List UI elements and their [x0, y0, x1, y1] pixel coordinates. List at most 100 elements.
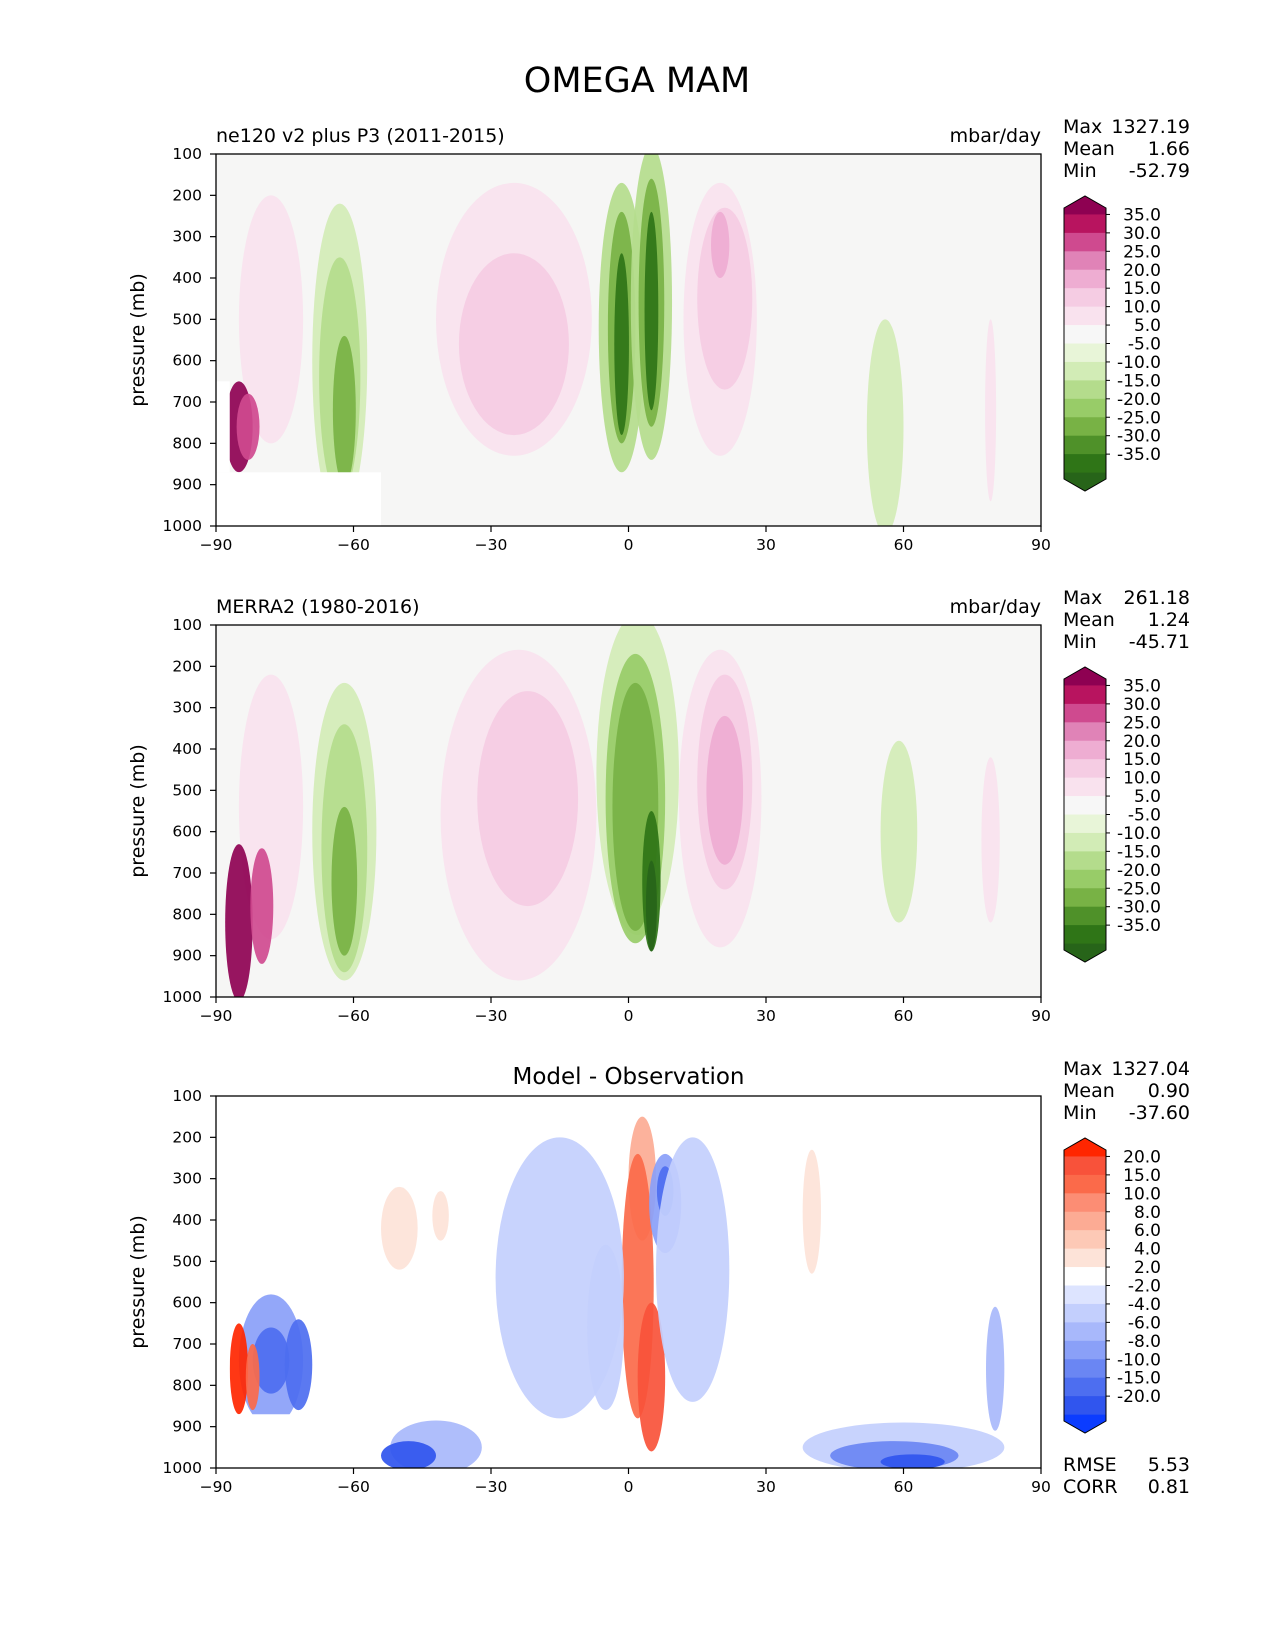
colorbar-label: -4.0	[1128, 1295, 1161, 1315]
contour-region	[252, 1327, 290, 1394]
stat-label: CORR	[1063, 1476, 1118, 1498]
colorbar-label: -2.0	[1128, 1277, 1161, 1297]
colorbar-swatch	[1064, 325, 1106, 345]
colorbar-extend-top	[1064, 1138, 1106, 1157]
panel-title: Model - Observation	[512, 1064, 744, 1090]
contour-region	[587, 1244, 624, 1411]
y-tick-label: 900	[172, 947, 202, 965]
colorbar-swatch	[1064, 417, 1106, 437]
colorbar-swatch	[1064, 851, 1106, 871]
colorbar-swatch	[1064, 888, 1106, 908]
x-tick-label: 90	[1031, 1007, 1051, 1025]
x-tick-label: −90	[200, 1007, 233, 1025]
colorbar-label: -30.0	[1117, 898, 1161, 918]
colorbar-swatch	[1064, 288, 1106, 308]
stat-value: 1.24	[1148, 609, 1190, 631]
x-tick-label: −30	[475, 536, 508, 554]
contour-region	[656, 1137, 730, 1402]
x-tick-label: 60	[894, 1478, 914, 1496]
colorbar-label: -35.0	[1117, 916, 1161, 936]
panel-2: MERRA2 (1980-2016) mbar/day10020030040050…	[127, 587, 1190, 1025]
colorbar-swatch	[1064, 1340, 1106, 1360]
stat-value: 0.81	[1148, 1476, 1190, 1498]
y-tick-label: 100	[172, 1087, 202, 1105]
colorbar-label: 5.0	[1134, 316, 1161, 336]
colorbar-swatch	[1064, 251, 1106, 271]
colorbar-swatch	[1064, 925, 1106, 945]
colorbar-swatch	[1064, 380, 1106, 400]
colorbar-swatch	[1064, 1377, 1106, 1397]
stat-value: 0.90	[1148, 1080, 1190, 1102]
stat-value: 261.18	[1124, 587, 1190, 609]
colorbar-swatch	[1064, 214, 1106, 234]
y-tick-label: 100	[172, 616, 202, 634]
colorbar-label: 25.0	[1123, 713, 1161, 733]
contour-region	[238, 195, 304, 444]
colorbar-swatch	[1064, 1156, 1106, 1176]
colorbar-swatch	[1064, 269, 1106, 289]
colorbar-swatch	[1064, 1359, 1106, 1379]
stat-label: Min	[1063, 1102, 1097, 1124]
y-tick-label: 300	[172, 699, 202, 717]
colorbar-swatch	[1064, 832, 1106, 852]
contour-field	[225, 625, 1000, 997]
x-tick-label: 0	[624, 1478, 634, 1496]
masked-region	[216, 472, 381, 526]
colorbar-swatch	[1064, 796, 1106, 816]
x-tick-label: 0	[624, 536, 634, 554]
colorbar-label: 6.0	[1134, 1221, 1161, 1241]
contour-region	[986, 1306, 1005, 1431]
colorbar-label: 25.0	[1123, 242, 1161, 262]
contour-region	[236, 393, 260, 460]
colorbar-swatch	[1064, 454, 1106, 474]
y-tick-label: 800	[172, 1376, 202, 1394]
masked-region	[216, 1414, 381, 1468]
x-tick-label: 0	[624, 1007, 634, 1025]
colorbar-swatch	[1064, 777, 1106, 797]
colorbar: 20.015.010.08.06.04.02.0-2.0-4.0-6.0-8.0…	[1063, 1137, 1161, 1434]
contour-region	[880, 740, 918, 923]
y-tick-label: 900	[172, 1418, 202, 1436]
colorbar-extend-bottom	[1064, 1414, 1106, 1433]
colorbar-label: 20.0	[1123, 1147, 1161, 1167]
colorbar-label: 30.0	[1123, 695, 1161, 715]
stat-value: 1327.19	[1111, 116, 1190, 138]
y-axis-label: pressure (mb)	[127, 1215, 149, 1349]
colorbar-label: -10.0	[1117, 824, 1161, 844]
colorbar-label: -10.0	[1117, 1350, 1161, 1370]
colorbar-swatch	[1064, 1267, 1106, 1287]
colorbar-label: 8.0	[1134, 1203, 1161, 1223]
colorbar-swatch	[1064, 1248, 1106, 1268]
colorbar-label: -5.0	[1128, 335, 1161, 355]
contour-region	[880, 1454, 945, 1468]
y-tick-label: 500	[172, 1252, 202, 1270]
panel-1: ne120 v2 plus P3 (2011-2015) mbar/day 100 2…	[127, 116, 1190, 554]
y-tick-label: 600	[172, 823, 202, 841]
contour-region	[458, 253, 569, 436]
contour-region	[245, 1344, 260, 1411]
colorbar-label: -15.0	[1117, 371, 1161, 391]
colorbar-swatch	[1064, 740, 1106, 760]
colorbar-swatch	[1064, 361, 1106, 381]
x-tick-label: 90	[1031, 1478, 1051, 1496]
stat-label: Mean	[1063, 609, 1115, 631]
colorbar-label: -30.0	[1117, 427, 1161, 447]
colorbar-label: 10.0	[1123, 769, 1161, 789]
stat-value: 1.66	[1148, 138, 1190, 160]
colorbar: 35.030.025.020.015.010.05.0-5.0-10.0-15.…	[1063, 195, 1161, 492]
contour-region	[250, 848, 274, 964]
x-tick-label: 30	[756, 1478, 776, 1496]
contour-region	[981, 757, 1000, 923]
y-tick-label: 1000	[163, 1459, 202, 1477]
colorbar-label: 10.0	[1123, 298, 1161, 318]
colorbar-label: 15.0	[1123, 750, 1161, 770]
stat-label: Max	[1063, 587, 1102, 609]
y-tick-label: 100	[172, 145, 202, 163]
y-tick-label: 700	[172, 864, 202, 882]
contour-region	[229, 1323, 249, 1415]
x-tick-label: 30	[756, 1007, 776, 1025]
stat-label: Max	[1063, 116, 1102, 138]
y-tick-label: 500	[172, 781, 202, 799]
x-tick-label: 30	[756, 536, 776, 554]
colorbar-swatch	[1064, 1303, 1106, 1323]
